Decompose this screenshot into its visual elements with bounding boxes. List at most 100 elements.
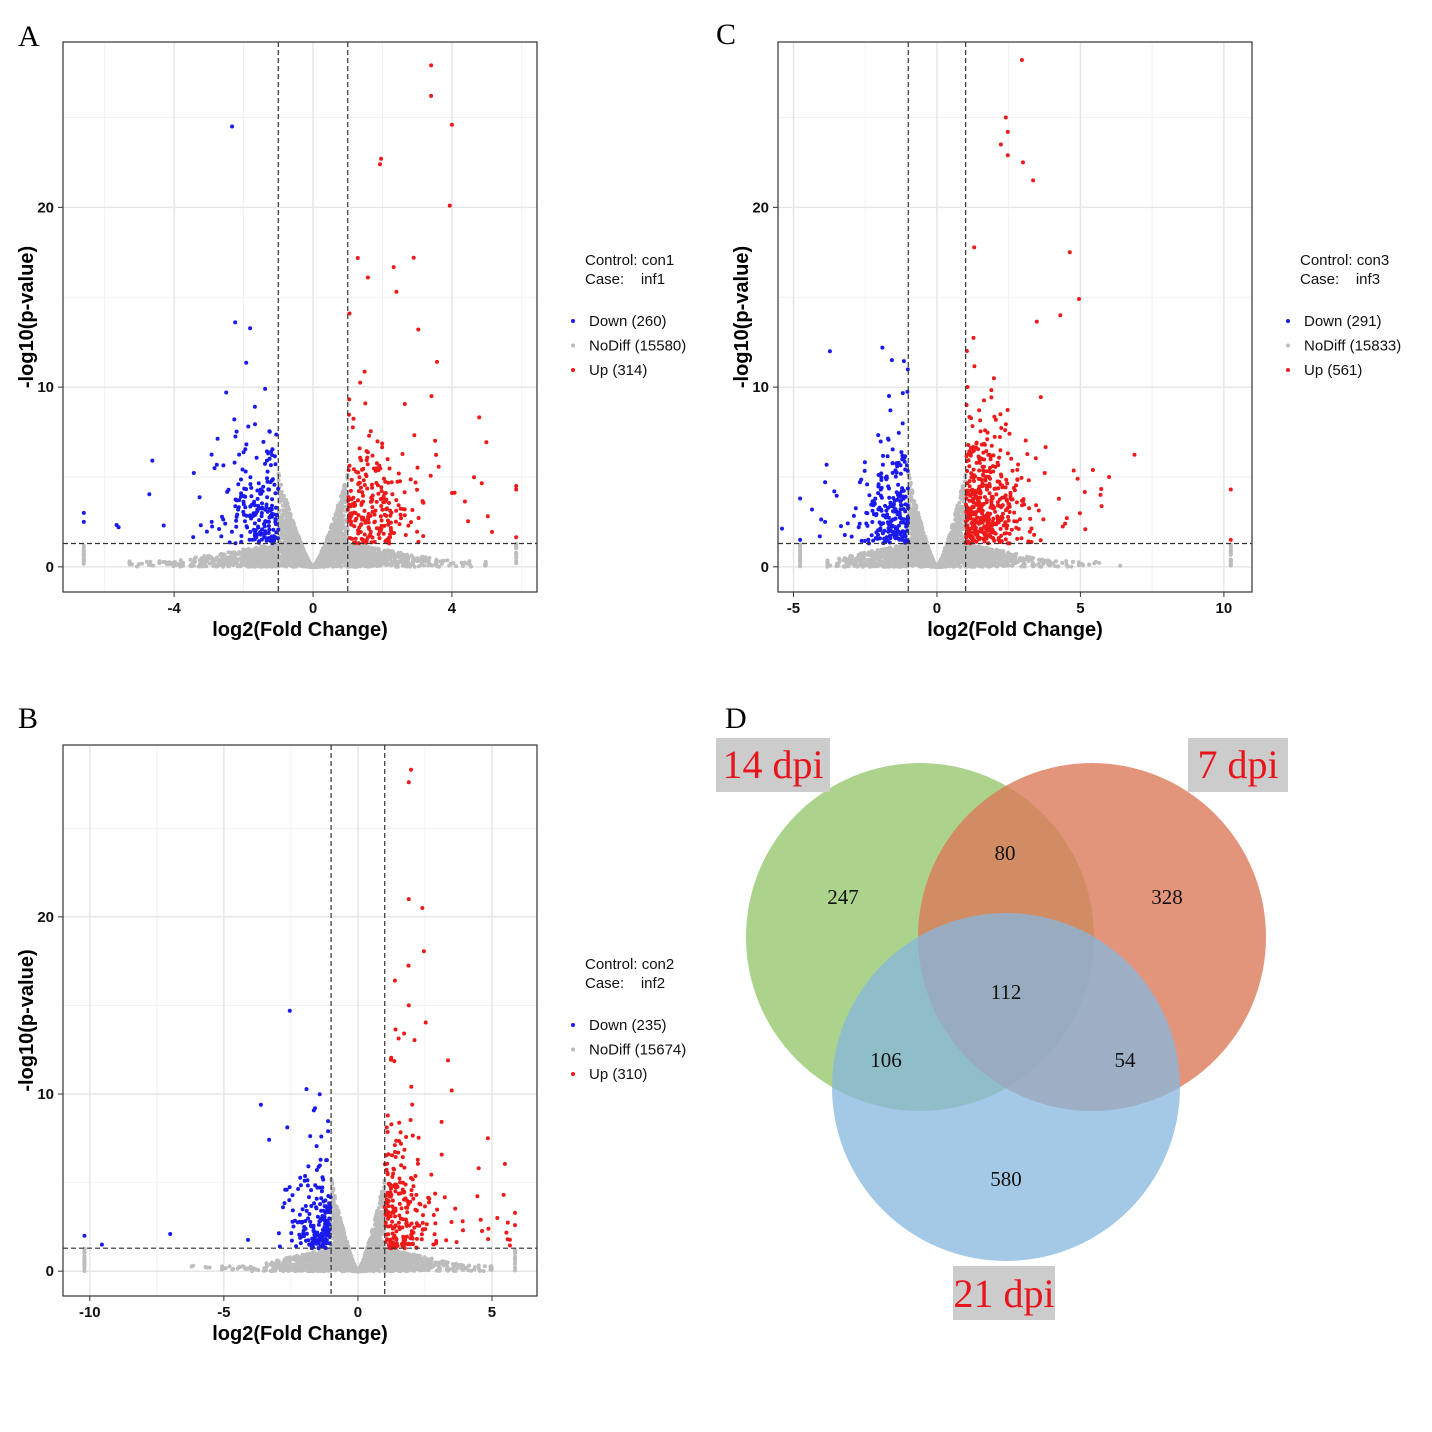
point-down (240, 467, 245, 472)
point-up (396, 503, 401, 508)
point-nodiff (236, 552, 241, 557)
point-up (362, 532, 367, 537)
point-down (221, 463, 226, 468)
point-up (365, 462, 370, 467)
point-down (239, 477, 243, 482)
point-nodiff (364, 563, 369, 568)
point-down (236, 482, 241, 487)
point-down (242, 494, 246, 499)
point-nodiff (306, 560, 311, 565)
point-nodiff (315, 558, 320, 563)
point-up (349, 519, 353, 524)
point-up (370, 505, 375, 510)
point-up (364, 538, 369, 542)
point-nodiff (239, 562, 244, 567)
point-nodiff (329, 525, 334, 530)
legend-entry: Up (314) (589, 362, 647, 379)
point-nodiff (396, 555, 401, 560)
point-up (396, 471, 401, 476)
point-nodiff (249, 553, 254, 557)
x-tick-label: 0 (309, 600, 317, 617)
point-nodiff (342, 556, 347, 561)
point-up (375, 483, 380, 488)
point-nodiff (292, 553, 297, 558)
point-down (273, 520, 278, 524)
point-nodiff (272, 549, 277, 554)
point-nodiff (295, 551, 300, 556)
point-nodiff (284, 552, 289, 557)
point-nodiff (1025, 556, 1030, 561)
point-nodiff (336, 553, 341, 558)
point-down (204, 529, 209, 534)
point-down (226, 487, 231, 492)
point-nodiff (370, 563, 375, 568)
point-up (368, 529, 373, 534)
point-nodiff (262, 564, 267, 569)
legend-case: Case: inf1 (585, 271, 665, 288)
point-nodiff (328, 532, 333, 537)
point-up (369, 482, 374, 487)
point-up (372, 519, 377, 524)
point-nodiff (416, 564, 421, 569)
point-up (415, 529, 420, 534)
point-nodiff (258, 556, 263, 561)
point-up (380, 445, 385, 450)
point-nodiff (836, 563, 841, 568)
point-nodiff (252, 557, 257, 562)
point-nodiff (167, 562, 172, 567)
point-up (353, 503, 358, 508)
point-up (356, 482, 361, 487)
point-nodiff (447, 563, 452, 568)
point-nodiff (81, 559, 86, 564)
point-nodiff (331, 561, 335, 566)
point-nodiff (842, 556, 847, 561)
point-up (376, 491, 381, 496)
point-up (348, 488, 353, 493)
legend-entry: Down (260) (589, 313, 667, 330)
point-up (416, 516, 421, 520)
point-up (351, 495, 356, 500)
point-nodiff (234, 561, 239, 566)
point-nodiff (437, 564, 442, 569)
point-nodiff (462, 560, 467, 565)
point-up (361, 478, 366, 483)
point-up (399, 516, 403, 521)
point-down (264, 538, 269, 543)
point-nodiff (222, 553, 227, 558)
point-up (358, 455, 363, 460)
point-nodiff (230, 561, 234, 566)
point-up (368, 533, 373, 538)
point-up (435, 359, 439, 364)
point-nodiff (291, 525, 296, 530)
point-down (233, 320, 238, 325)
point-nodiff (157, 560, 162, 565)
point-down (241, 499, 246, 504)
point-up (429, 93, 434, 98)
point-down (272, 538, 277, 543)
point-up (472, 475, 476, 480)
point-nodiff (338, 501, 343, 505)
point-down (150, 458, 155, 463)
point-nodiff (290, 518, 295, 523)
point-down (233, 504, 238, 509)
point-nodiff (359, 555, 364, 560)
point-up (352, 510, 357, 515)
point-nodiff (367, 546, 372, 551)
point-down (239, 534, 244, 538)
points (81, 63, 519, 569)
point-nodiff (411, 561, 415, 566)
point-nodiff (281, 533, 286, 538)
point-up (362, 369, 367, 374)
point-up (351, 467, 356, 472)
point-down (249, 485, 254, 490)
point-down (261, 439, 266, 444)
point-nodiff (387, 562, 392, 567)
point-nodiff (302, 553, 307, 558)
point-nodiff (233, 555, 238, 559)
point-nodiff (294, 531, 299, 536)
point-nodiff (290, 546, 294, 551)
point-nodiff (514, 559, 519, 564)
point-nodiff (204, 564, 209, 569)
x-tick-label: 4 (448, 600, 457, 617)
point-up (358, 522, 363, 527)
